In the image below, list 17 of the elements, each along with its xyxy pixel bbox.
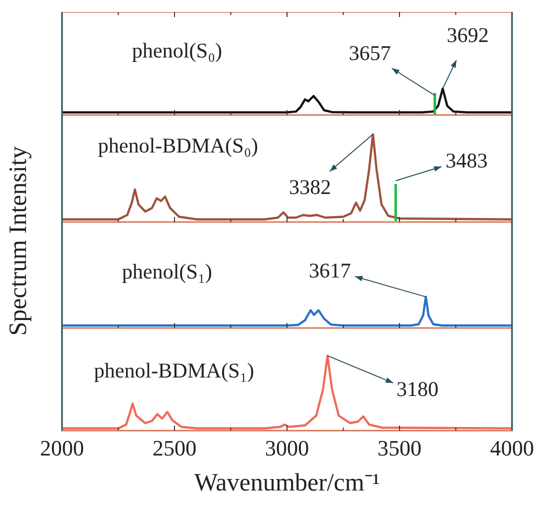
x-axis-title: Wavenumber/cm⁻¹ [194, 470, 380, 497]
y-axis-title: Spectrum Intensity [5, 145, 33, 338]
annotation: 3382 [288, 174, 331, 199]
annotation: phenol-BDMA(S₀) [98, 134, 258, 158]
text: phenol(S₀) [132, 38, 222, 63]
annotation: 3657 [348, 40, 391, 65]
annotation: 3180 [396, 377, 438, 402]
x-tick-label: 3000 [265, 436, 309, 461]
x-tick-label: 2500 [152, 436, 196, 461]
annotation: phenol-BDMA(S₁) [94, 358, 254, 383]
x-tick-label: 2000 [40, 436, 84, 461]
x-tick-label: 3500 [378, 436, 422, 461]
text: phenol(S₁) [122, 260, 212, 284]
x-tick-label: 4000 [490, 436, 534, 461]
annotation: 3483 [446, 148, 488, 172]
annotation: 3692 [446, 23, 489, 48]
annotation: 3617 [308, 258, 351, 282]
